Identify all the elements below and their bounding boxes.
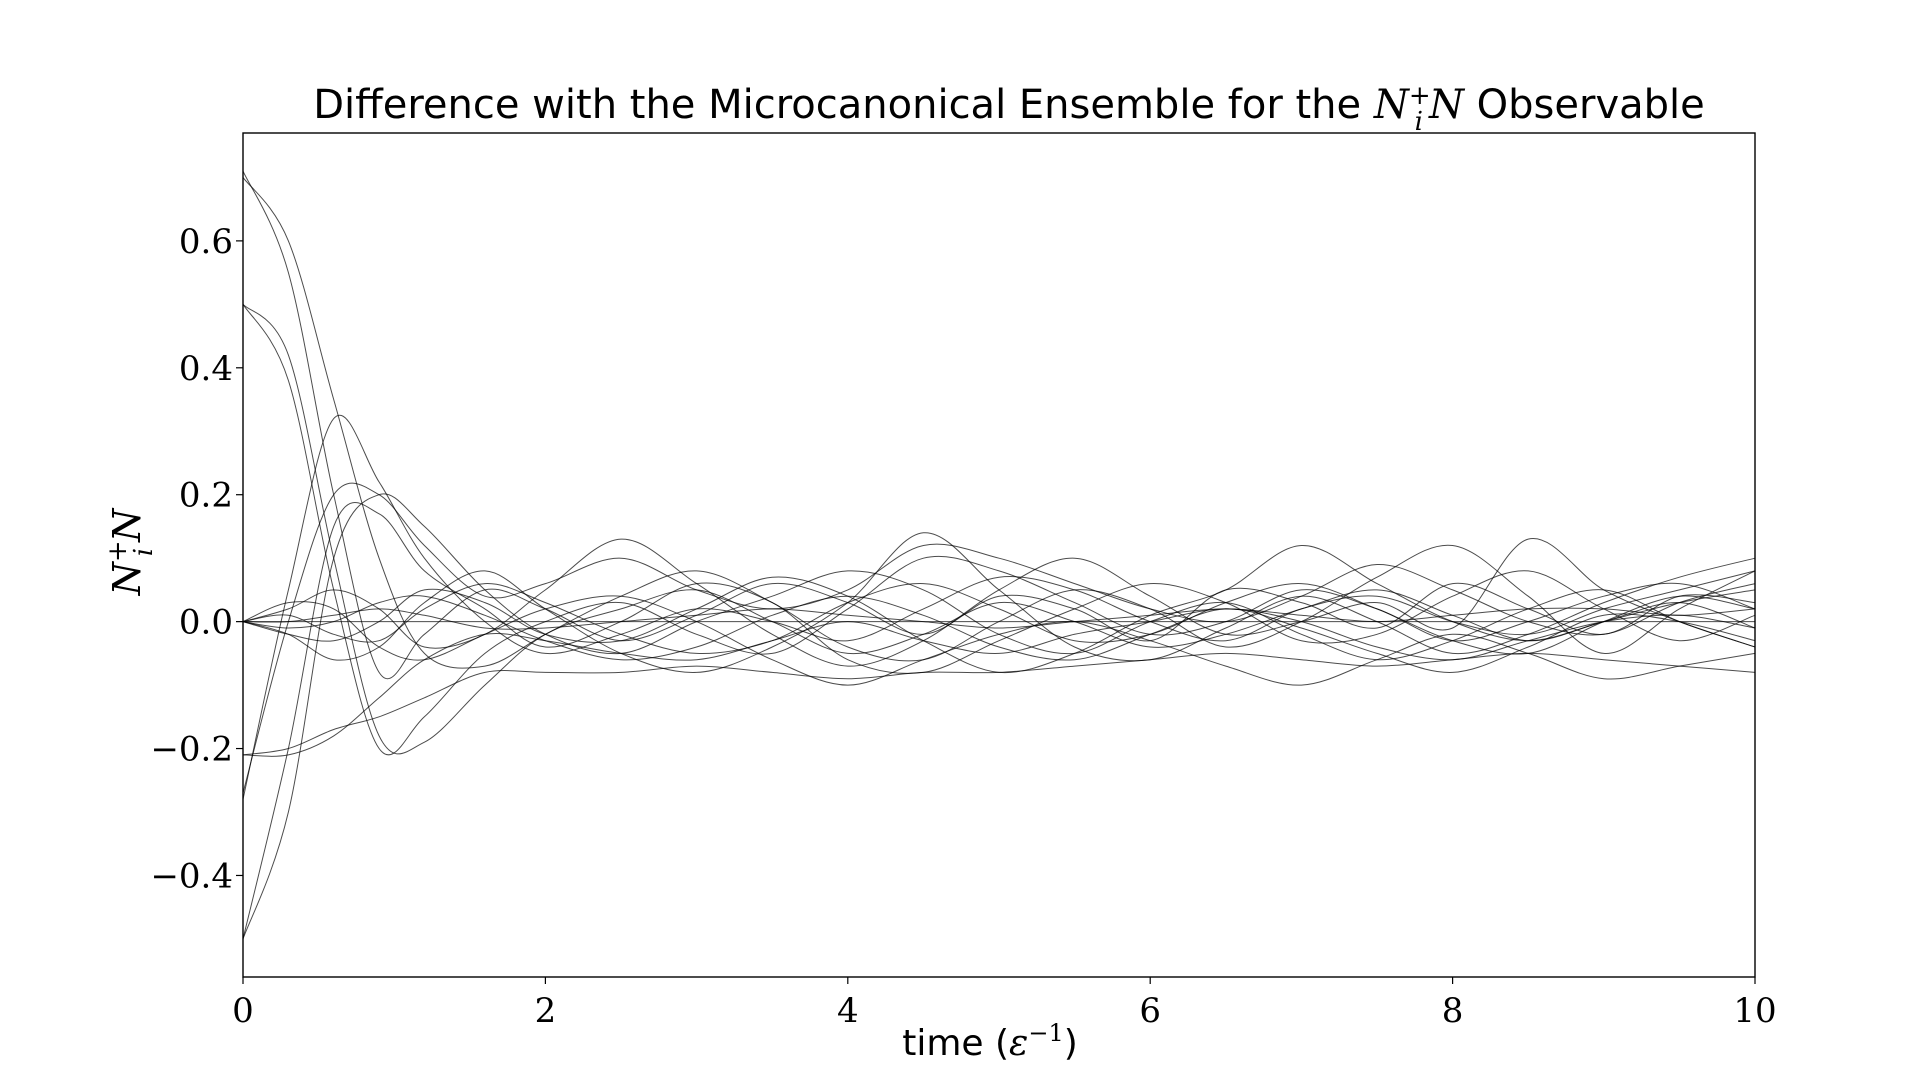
y-axis-label-sub: i: [129, 548, 159, 556]
series-line-2: [242, 177, 1756, 669]
x-axis-label-text: time (: [902, 1023, 1009, 1064]
series-line-18: [242, 607, 1756, 630]
series-line-8: [242, 482, 1756, 794]
chart-title-prefix: Difference with the Microcanonical Ensem…: [313, 82, 1374, 128]
series-line-16: [242, 595, 1756, 686]
series-line-15: [242, 532, 1756, 673]
x-axis-label-sup: −1: [1028, 1019, 1063, 1047]
y-tick-label: 0.0: [179, 603, 233, 643]
x-tick-label: 8: [1442, 991, 1464, 1031]
series-line-4: [242, 303, 1756, 755]
series-line-12: [242, 583, 1756, 655]
y-tick-label: 0.6: [179, 222, 233, 262]
x-axis-label: time (ε−1): [902, 1019, 1078, 1064]
series-line-6: [242, 502, 1756, 940]
chart-title-math-base: N: [1373, 82, 1411, 128]
chart-title-math-sub: i: [1415, 107, 1423, 137]
series-line-10: [242, 652, 1756, 756]
y-tick-label: 0.4: [179, 349, 233, 389]
y-axis-label-sup: +: [103, 540, 133, 562]
chart-title-math-tail: N: [1428, 82, 1466, 128]
y-tick-label: −0.2: [150, 730, 233, 770]
series-line-5: [242, 493, 1756, 940]
series-line-3: [242, 304, 1756, 756]
series-line-1: [242, 170, 1756, 680]
chart-title-math-sup: +: [1409, 81, 1431, 111]
y-tick-label: −0.4: [150, 856, 233, 896]
series-line-9: [242, 608, 1756, 757]
series-line-7: [242, 414, 1756, 800]
y-axis-label-tail: N: [105, 507, 149, 543]
x-axis-ticks: 0 2 4 6 8 10: [232, 977, 1777, 1031]
x-tick-label: 2: [535, 991, 557, 1031]
y-axis-label-base: N: [105, 560, 149, 596]
x-tick-label: 4: [837, 991, 859, 1031]
y-axis-label: N+iN: [103, 507, 159, 596]
chart-title-suffix: Observable: [1464, 82, 1705, 128]
x-tick-label: 6: [1139, 991, 1161, 1031]
y-axis-ticks: −0.4 −0.2 0.0 0.2 0.4 0.6: [150, 222, 243, 896]
x-tick-label: 10: [1733, 991, 1776, 1031]
y-tick-label: 0.2: [179, 476, 233, 516]
x-tick-label: 0: [232, 991, 254, 1031]
series-line-17: [242, 544, 1756, 674]
x-axis-label-close: ): [1064, 1023, 1078, 1064]
x-axis-label-math: ε: [1009, 1023, 1028, 1064]
series-line-13: [242, 595, 1756, 673]
series-line-14: [242, 538, 1756, 667]
plot-frame: [242, 132, 1756, 978]
plot-area: [242, 170, 1756, 940]
chart-title: Difference with the Microcanonical Ensem…: [313, 81, 1705, 137]
